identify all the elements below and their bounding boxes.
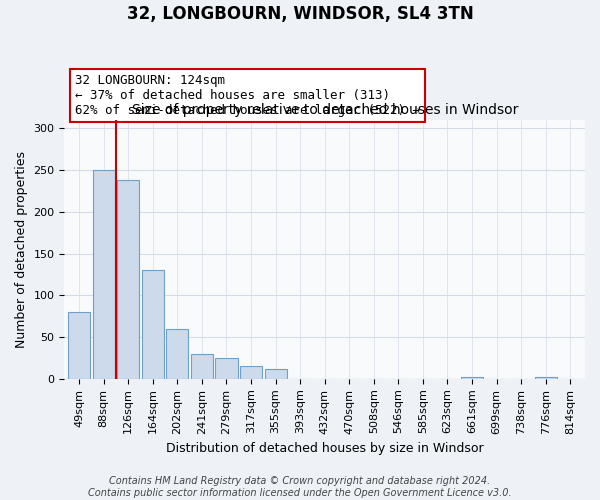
Bar — [166, 328, 188, 379]
Bar — [535, 377, 557, 379]
Bar — [240, 366, 262, 379]
Title: Size of property relative to detached houses in Windsor: Size of property relative to detached ho… — [131, 104, 518, 118]
Bar — [461, 377, 483, 379]
X-axis label: Distribution of detached houses by size in Windsor: Distribution of detached houses by size … — [166, 442, 484, 455]
Text: 32 LONGBOURN: 124sqm
← 37% of detached houses are smaller (313)
62% of semi-deta: 32 LONGBOURN: 124sqm ← 37% of detached h… — [75, 74, 420, 118]
Text: Contains HM Land Registry data © Crown copyright and database right 2024.
Contai: Contains HM Land Registry data © Crown c… — [88, 476, 512, 498]
Bar — [215, 358, 238, 379]
Bar — [92, 170, 115, 379]
Bar — [142, 270, 164, 379]
Bar — [117, 180, 139, 379]
Bar — [191, 354, 213, 379]
Bar — [265, 369, 287, 379]
Bar — [68, 312, 90, 379]
Y-axis label: Number of detached properties: Number of detached properties — [15, 151, 28, 348]
Text: 32, LONGBOURN, WINDSOR, SL4 3TN: 32, LONGBOURN, WINDSOR, SL4 3TN — [127, 5, 473, 23]
